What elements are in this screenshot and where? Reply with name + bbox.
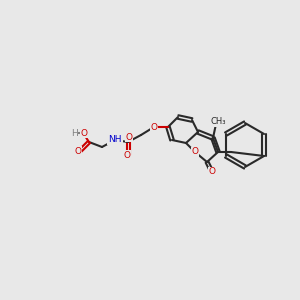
Text: O: O: [80, 128, 88, 137]
Text: O: O: [208, 167, 215, 176]
Text: O: O: [124, 151, 130, 160]
Text: O: O: [125, 133, 133, 142]
Text: NH: NH: [108, 136, 122, 145]
Text: CH₃: CH₃: [210, 118, 226, 127]
Text: H: H: [70, 128, 77, 137]
Text: O: O: [74, 146, 82, 155]
Text: O: O: [151, 122, 158, 131]
Text: O: O: [191, 148, 199, 157]
